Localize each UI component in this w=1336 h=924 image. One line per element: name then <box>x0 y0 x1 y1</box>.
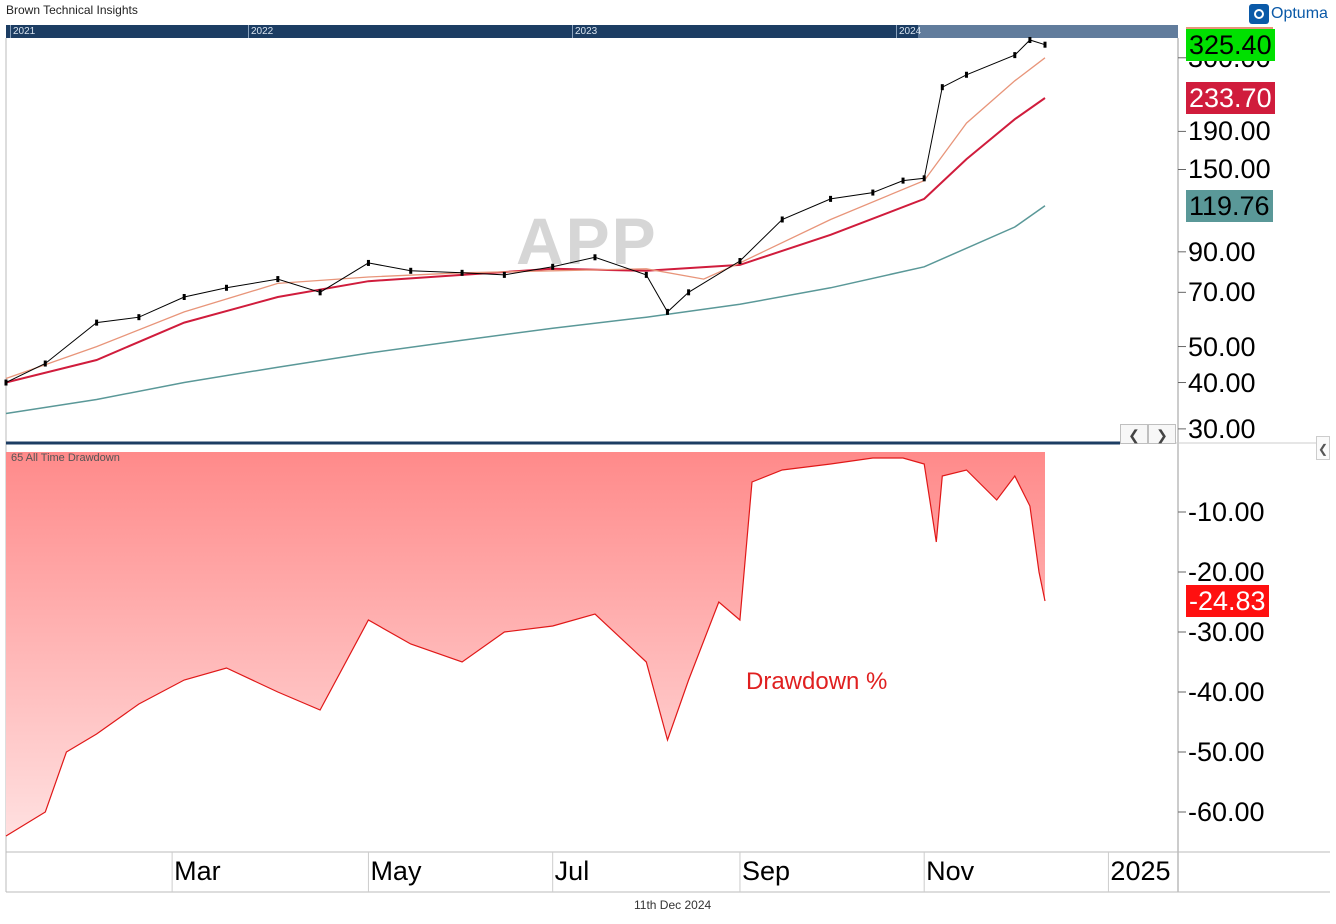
price-candle <box>224 284 228 291</box>
month-label: Nov <box>926 856 975 886</box>
navigator-year: 2024 <box>896 25 921 38</box>
value-tag-drawdown: -24.83 <box>1186 584 1269 617</box>
drawdown-axis-label: -30.00 <box>1188 617 1265 647</box>
drawdown-pane <box>5 452 1186 837</box>
price-axis-label: 190.00 <box>1188 116 1271 147</box>
navigator-selection[interactable] <box>918 25 1178 38</box>
price-candle <box>871 189 875 196</box>
timeline-navigator[interactable]: 2021 2022 2023 2024 <box>6 25 1178 38</box>
drawdown-axis-label: -20.00 <box>1188 557 1265 587</box>
scroll-right-button[interactable]: ❯ <box>1148 424 1176 444</box>
drawdown-axis-label: -60.00 <box>1188 797 1265 827</box>
price-candle <box>409 267 413 274</box>
navigator-year: 2022 <box>248 25 273 38</box>
navigator-year: 2021 <box>10 25 35 38</box>
optuma-logo: Optuma <box>1247 3 1331 25</box>
value-tag-ma-long: 119.76 <box>1186 189 1273 222</box>
price-candle <box>665 308 669 315</box>
price-candle <box>137 314 141 321</box>
price-candle <box>182 293 186 300</box>
month-label: 2025 <box>1110 856 1171 886</box>
price-candle <box>1043 41 1047 48</box>
collapse-panel-button[interactable]: ❮ <box>1316 436 1330 460</box>
scroll-left-button[interactable]: ❮ <box>1120 424 1148 444</box>
price-candle <box>366 259 370 266</box>
month-label: Mar <box>174 856 221 886</box>
price-candle <box>922 175 926 182</box>
price-candle <box>829 195 833 202</box>
price-candle <box>276 276 280 283</box>
logo-text: Optuma <box>1271 5 1328 22</box>
month-label: May <box>370 856 422 886</box>
price-axis-label: 50.00 <box>1188 331 1256 362</box>
price-candle <box>460 269 464 276</box>
drawdown-axis-label: -50.00 <box>1188 737 1265 767</box>
price-candle <box>502 271 506 278</box>
price-candle <box>318 289 322 296</box>
price-candle <box>4 379 8 386</box>
optuma-logo-icon <box>1249 4 1269 24</box>
price-candle <box>95 319 99 326</box>
value-tag-close: 325.40 <box>1186 28 1275 61</box>
drawdown-axis-label: -10.00 <box>1188 497 1265 527</box>
price-axis-label: 40.00 <box>1188 367 1256 398</box>
price-axis-label: 150.00 <box>1188 154 1271 185</box>
drawdown-axis-label: -40.00 <box>1188 677 1265 707</box>
price-axis-label: 90.00 <box>1188 236 1256 267</box>
price-candle <box>43 360 47 367</box>
price-candle <box>940 84 944 91</box>
drawdown-area <box>6 452 1045 836</box>
value-tag-ma-mid: 233.70 <box>1186 82 1275 115</box>
indicator-title: 65 All Time Drawdown <box>11 452 120 464</box>
price-candle <box>1013 52 1017 59</box>
drawdown-line <box>5 457 1046 837</box>
symbol-watermark: APP <box>516 204 658 278</box>
price-candle <box>738 258 742 265</box>
month-label: Sep <box>741 856 790 886</box>
price-axis-label: 30.00 <box>1188 413 1256 444</box>
footer-date: 11th Dec 2024 <box>634 898 712 912</box>
price-candle <box>964 71 968 78</box>
price-candle <box>780 216 784 223</box>
price-candle <box>687 289 691 296</box>
drawdown-label: Drawdown % <box>746 668 888 695</box>
month-label: Jul <box>554 856 590 886</box>
brand-title: Brown Technical Insights <box>6 3 138 17</box>
price-axis-label: 70.00 <box>1188 277 1256 308</box>
price-candle <box>901 177 905 184</box>
navigator-year: 2023 <box>572 25 597 38</box>
